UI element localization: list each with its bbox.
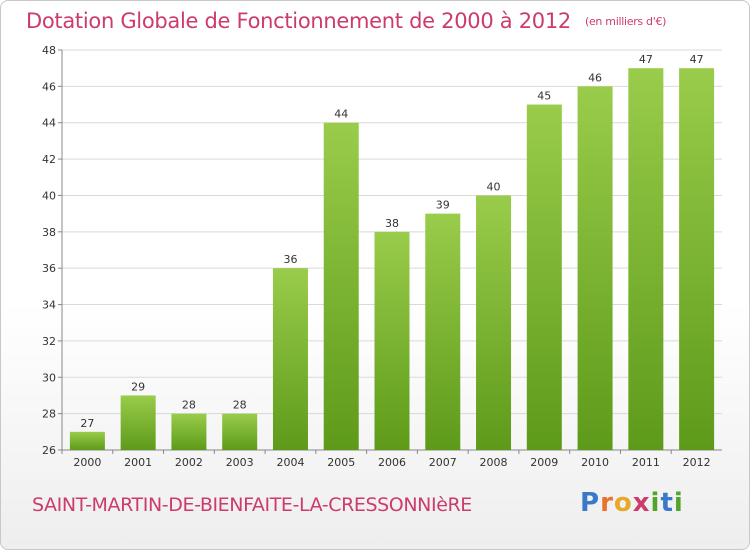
- brand-letter: o: [613, 488, 633, 518]
- value-labels: 27 29 28 28 36 44 38 39 40 45 46 47 47: [80, 53, 703, 430]
- x-tick-label: 2005: [327, 456, 355, 469]
- x-tick-label: 2010: [581, 456, 609, 469]
- bar: [628, 68, 664, 450]
- value-label: 36: [283, 253, 297, 266]
- x-tick-label: 2007: [429, 456, 457, 469]
- y-tick-label: 40: [42, 189, 56, 202]
- x-tick-label: 2011: [632, 456, 660, 469]
- chart-unit: (en milliers d'€): [584, 15, 667, 28]
- bar: [171, 413, 207, 450]
- bar: [679, 68, 715, 450]
- value-label: 40: [487, 180, 501, 193]
- y-tick-label: 44: [42, 117, 56, 130]
- value-label: 46: [588, 71, 602, 84]
- value-label: 44: [334, 108, 348, 121]
- brand-letter: i: [650, 488, 661, 518]
- chart-title: Dotation Globale de Fonctionnement de 20…: [26, 9, 666, 33]
- value-label: 39: [436, 199, 450, 212]
- x-tick-label: 2012: [683, 456, 711, 469]
- value-label: 27: [80, 417, 94, 430]
- x-tick-label: 2006: [378, 456, 406, 469]
- bar: [222, 413, 258, 450]
- bar: [323, 122, 359, 451]
- bar: [69, 431, 105, 450]
- bar: [577, 86, 613, 450]
- x-tick-label: 2001: [124, 456, 152, 469]
- y-tick-label: 46: [42, 80, 56, 93]
- x-tick-label: 2004: [276, 456, 304, 469]
- brand-letter: x: [632, 488, 651, 518]
- y-tick-label: 32: [42, 335, 56, 348]
- bar: [374, 231, 410, 450]
- value-label: 38: [385, 217, 399, 230]
- y-tick-label: 34: [42, 299, 56, 312]
- y-tick-label: 26: [42, 444, 56, 457]
- bar: [120, 395, 156, 450]
- chart-title-text: Dotation Globale de Fonctionnement de 20…: [26, 9, 571, 33]
- x-tick-label: 2009: [530, 456, 558, 469]
- bar: [425, 213, 461, 450]
- value-label: 47: [690, 53, 704, 66]
- x-tick-label: 2002: [175, 456, 203, 469]
- value-label: 47: [639, 53, 653, 66]
- brand-letter: i: [673, 488, 684, 518]
- value-label: 28: [182, 399, 196, 412]
- y-tick-label: 42: [42, 153, 56, 166]
- y-tick-label: 38: [42, 226, 56, 239]
- y-tick-label: 30: [42, 371, 56, 384]
- y-tick-label: 36: [42, 262, 56, 275]
- y-tick-label: 28: [42, 408, 56, 421]
- x-tick-label: 2000: [73, 456, 101, 469]
- brand-letter: P: [580, 488, 601, 518]
- proxiti-logo[interactable]: Proxiti: [580, 488, 684, 518]
- commune-name: SAINT-MARTIN-DE-BIENFAITE-LA-CRESSONNIèR…: [32, 494, 472, 516]
- bar: [526, 104, 562, 450]
- value-label: 29: [131, 380, 145, 393]
- y-tick-label: 48: [42, 44, 56, 57]
- x-tick-label: 2003: [226, 456, 254, 469]
- brand-letter: t: [660, 488, 674, 518]
- brand-letter: r: [600, 488, 614, 518]
- bar: [272, 268, 308, 450]
- tick-labels: 26 28 30 32 34 36 38 40 42 44 46 48 2000 2001 2002 2003…: [42, 44, 711, 469]
- x-tick-label: 2008: [480, 456, 508, 469]
- bar: [476, 195, 512, 450]
- value-label: 28: [233, 399, 247, 412]
- bars: [69, 68, 715, 451]
- value-label: 45: [537, 90, 551, 103]
